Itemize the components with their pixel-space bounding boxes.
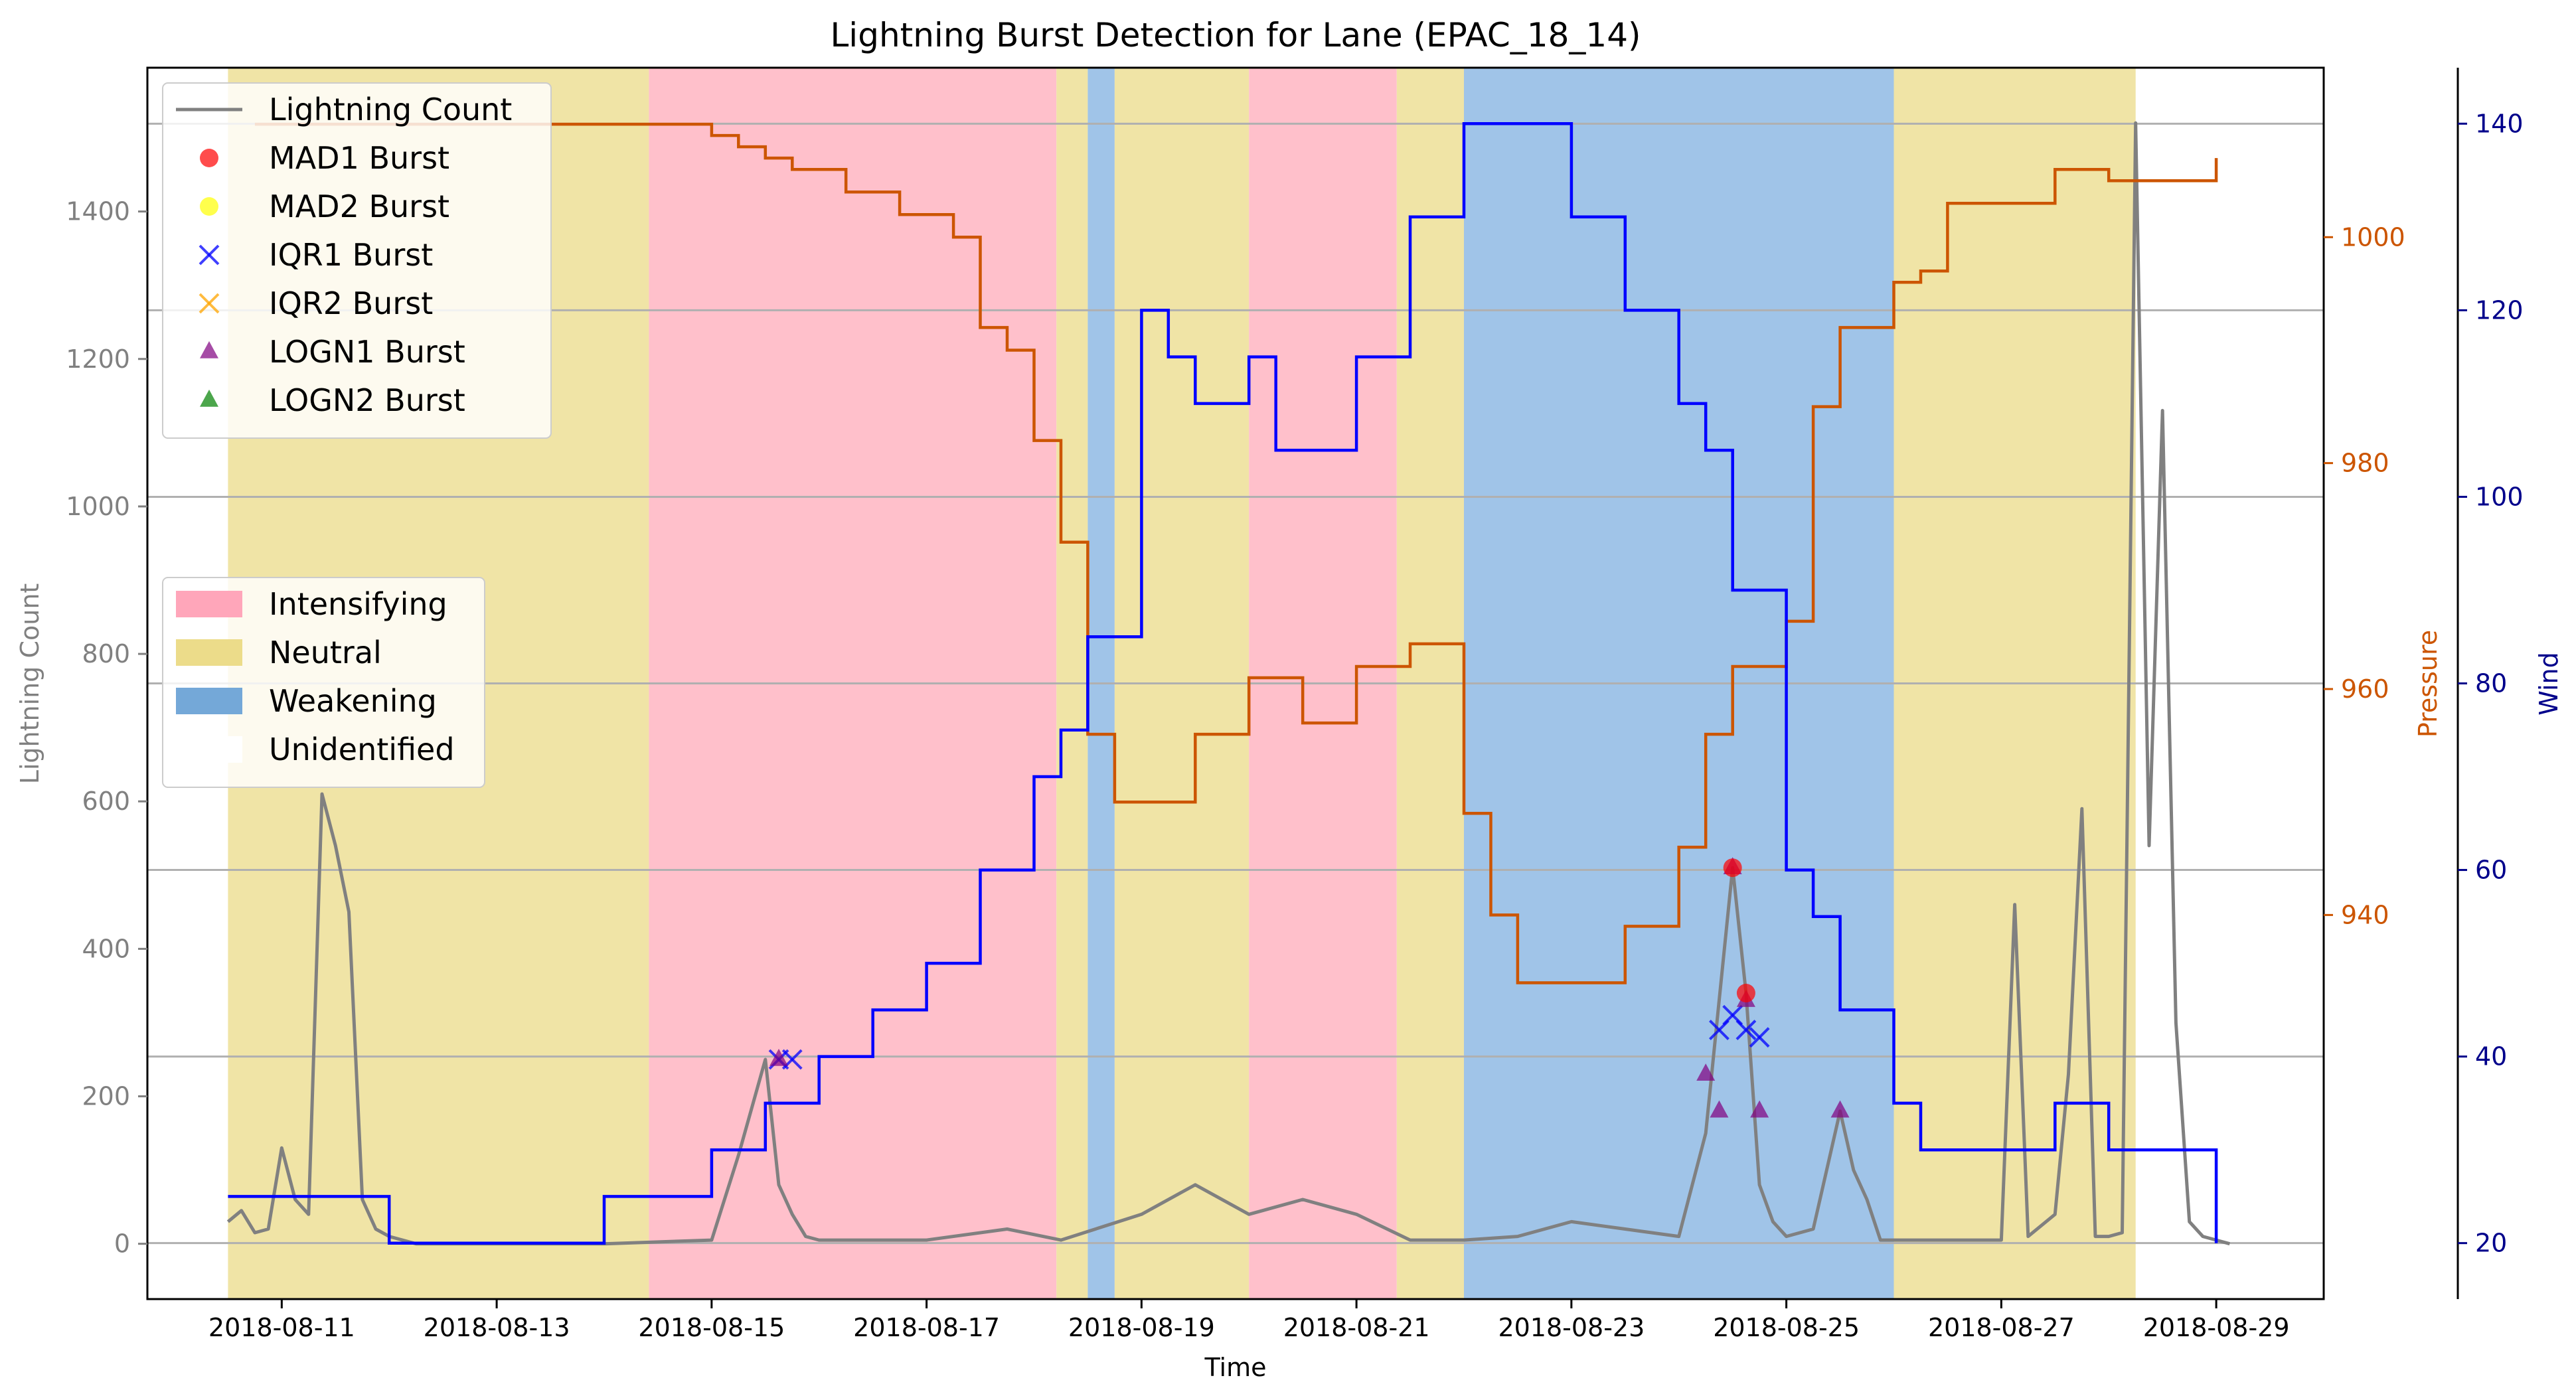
legend-label: Neutral: [269, 635, 382, 670]
legend-swatch: [176, 688, 242, 714]
y-tick-label-left: 200: [82, 1082, 130, 1111]
y-tick-label-pressure: 1000: [2341, 222, 2405, 252]
x-tick-label: 2018-08-13: [424, 1313, 570, 1342]
legend-swatch: [176, 591, 242, 617]
y-tick-label-left: 1400: [66, 197, 130, 226]
legend-label: LOGN2 Burst: [269, 382, 465, 418]
y-tick-label-pressure: 980: [2341, 449, 2389, 478]
y-tick-label-left: 1200: [66, 345, 130, 374]
legend-label: Unidentified: [269, 732, 455, 767]
series-lightning-count: [226, 121, 2231, 1246]
chart-title: Lightning Burst Detection for Lane (EPAC…: [830, 16, 1641, 54]
burst-marker: [769, 1048, 789, 1066]
legend-label: MAD2 Burst: [269, 189, 449, 224]
legend-series: Lightning Count MAD1 Burst MAD2 Burst IQR1 …: [162, 82, 552, 439]
legend-label: Lightning Count: [269, 92, 512, 127]
x-tick-label: 2018-08-21: [1283, 1313, 1430, 1342]
y-tick-label-left: 400: [82, 934, 130, 963]
y-tick-label-pressure: 960: [2341, 674, 2389, 704]
y-axis-label-wind: Wind: [2534, 652, 2563, 716]
burst-marker: [1749, 1027, 1770, 1048]
legend-label: IQR1 Burst: [269, 237, 433, 273]
x-tick-label: 2018-08-15: [638, 1313, 785, 1342]
y-axis-label-pressure: Pressure: [2413, 630, 2443, 737]
y-axis-label-lightning: Lightning Count: [15, 583, 44, 785]
x-tick-label: 2018-08-23: [1498, 1313, 1645, 1342]
legend-label: IQR2 Burst: [269, 285, 433, 321]
series-pressure: [254, 122, 2218, 984]
legend-label: LOGN1 Burst: [269, 334, 465, 370]
y-tick-label-wind: 40: [2475, 1042, 2507, 1071]
legend-label: Intensifying: [269, 586, 447, 622]
axes: 2018-08-11 2018-08-13 2018-08-15 2018-08-17…: [66, 109, 2523, 1342]
legend-box: [162, 82, 552, 439]
y-tick-label-wind: 80: [2475, 669, 2507, 698]
x-tick-label: 2018-08-17: [853, 1313, 1000, 1342]
burst-marker: [1830, 1100, 1850, 1118]
y-tick-label-wind: 100: [2475, 482, 2524, 511]
x-tick-label: 2018-08-11: [208, 1313, 355, 1342]
series-group: [226, 121, 2231, 1246]
burst-marker: [1735, 1020, 1757, 1040]
x-tick-label: 2018-08-19: [1068, 1313, 1215, 1342]
y-tick-label-wind: 140: [2475, 109, 2524, 138]
legend-swatch: [176, 736, 242, 763]
series-wind: [228, 122, 2218, 1245]
y-tick-label-wind: 120: [2475, 295, 2524, 325]
burst-markers: [768, 857, 1850, 1118]
y-tick-label-wind: 60: [2475, 856, 2507, 885]
legend-marker: [200, 389, 218, 407]
y-tick-label-left: 600: [82, 787, 130, 816]
legend-box: [162, 577, 485, 788]
y-tick-label-left: 1000: [66, 492, 130, 521]
y-tick-label-pressure: 940: [2341, 900, 2389, 929]
legend-marker: [199, 293, 220, 314]
burst-marker: [1750, 1100, 1769, 1118]
legend-label: Weakening: [269, 683, 437, 719]
x-tick-label: 2018-08-27: [1928, 1313, 2075, 1342]
legend-marker: [200, 341, 218, 358]
x-tick-label: 2018-08-29: [2143, 1313, 2290, 1342]
x-tick-label: 2018-08-25: [1713, 1313, 1860, 1342]
plot-frame: [146, 66, 2325, 1300]
legend-marker: [200, 149, 218, 167]
y-tick-label-wind: 20: [2475, 1229, 2507, 1258]
legend-marker: [199, 244, 220, 266]
legend-swatch: [176, 639, 242, 666]
legend-label: MAD1 Burst: [269, 140, 449, 176]
x-axis-label: Time: [1204, 1353, 1267, 1382]
y-tick-label-left: 0: [114, 1229, 130, 1259]
burst-marker: [1723, 858, 1742, 878]
burst-marker: [1710, 1100, 1729, 1118]
legend-marker: [200, 197, 218, 216]
legend-phases: Intensifying Neutral Weakening Unidentified: [162, 577, 485, 788]
burst-marker: [1736, 984, 1755, 1003]
y-tick-label-left: 800: [82, 639, 130, 668]
burst-marker: [1696, 1063, 1716, 1081]
